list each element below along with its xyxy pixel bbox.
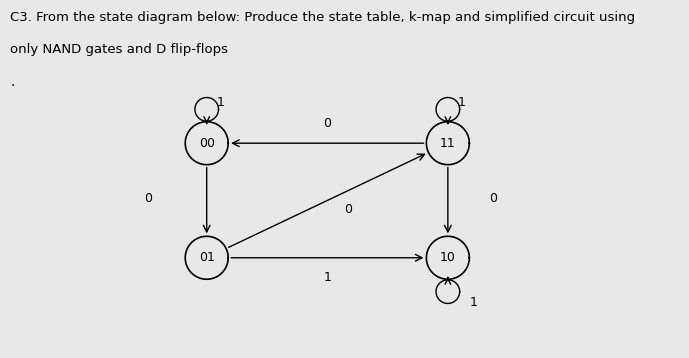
Text: 0: 0 bbox=[344, 203, 352, 216]
Text: 1: 1 bbox=[470, 296, 477, 309]
Text: .: . bbox=[10, 75, 14, 89]
Text: 1: 1 bbox=[323, 271, 331, 284]
Text: 0: 0 bbox=[489, 192, 497, 205]
Text: 00: 00 bbox=[198, 137, 215, 150]
Text: only NAND gates and D flip-flops: only NAND gates and D flip-flops bbox=[10, 43, 228, 56]
Text: 01: 01 bbox=[198, 251, 215, 264]
Text: 1: 1 bbox=[217, 96, 225, 109]
Text: 0: 0 bbox=[323, 117, 331, 130]
Text: 11: 11 bbox=[440, 137, 455, 150]
Text: 1: 1 bbox=[458, 96, 466, 109]
Text: 10: 10 bbox=[440, 251, 456, 264]
Text: C3. From the state diagram below: Produce the state table, k-map and simplified : C3. From the state diagram below: Produc… bbox=[10, 11, 635, 24]
Text: 0: 0 bbox=[144, 192, 152, 205]
